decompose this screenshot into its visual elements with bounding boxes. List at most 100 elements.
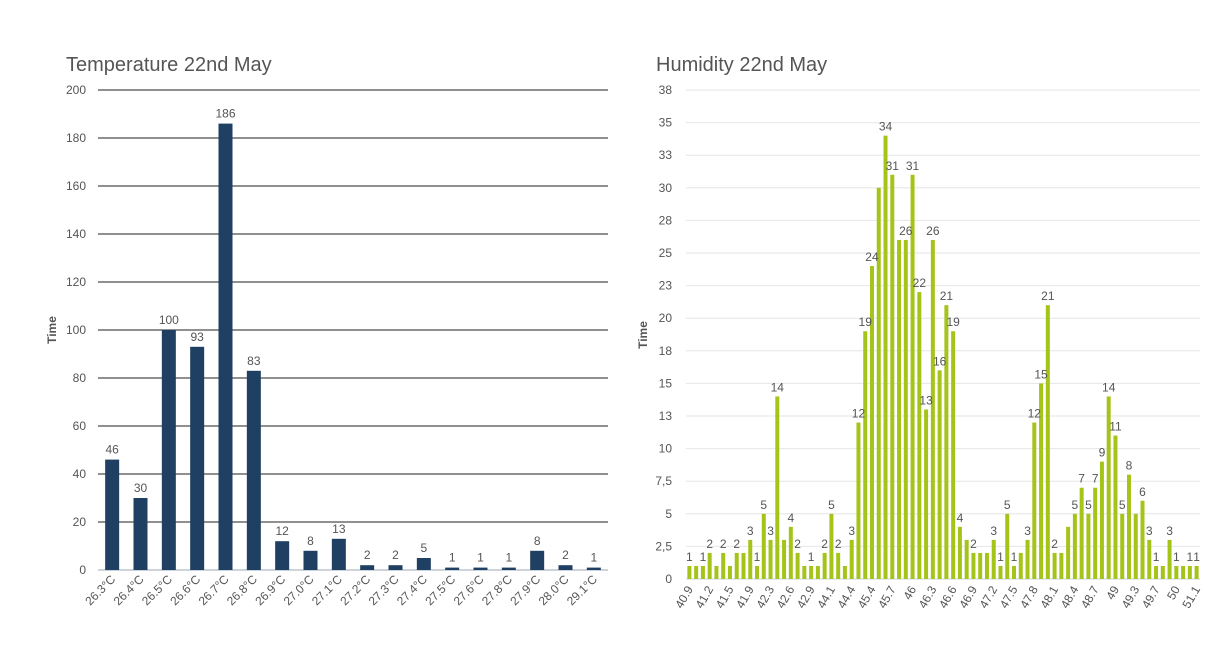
humidity-bar — [856, 422, 861, 579]
humidity-data-label: 2 — [794, 537, 801, 551]
humidity-chart-title: Humidity 22nd May — [656, 54, 827, 76]
humidity-bar — [788, 526, 793, 579]
temperature-x-tick-label: 29.1°C — [564, 572, 600, 608]
temperature-x-tick-label: 27.0°C — [281, 572, 317, 608]
temperature-data-label: 83 — [247, 354, 261, 368]
humidity-bar — [1147, 539, 1152, 579]
temperature-x-tick-label: 26.5°C — [139, 572, 175, 608]
humidity-data-label: 5 — [828, 498, 835, 512]
humidity-y-tick-label: 23 — [659, 279, 673, 293]
humidity-bar — [809, 565, 814, 579]
humidity-data-label: 1 — [1011, 550, 1018, 564]
humidity-y-tick-label: 2,5 — [655, 539, 672, 553]
humidity-x-tick-label: 50 — [1164, 583, 1183, 602]
humidity-bar — [815, 565, 820, 579]
humidity-bar — [836, 552, 841, 579]
temperature-data-label: 93 — [190, 330, 204, 344]
humidity-data-label: 2 — [720, 537, 727, 551]
temperature-bar — [246, 370, 261, 570]
humidity-bar — [1140, 500, 1145, 579]
humidity-bar — [761, 513, 766, 579]
humidity-bar — [957, 526, 962, 579]
temperature-data-label: 1 — [505, 551, 512, 565]
humidity-data-label: 5 — [1119, 498, 1126, 512]
humidity-bar — [700, 565, 705, 579]
temperature-data-label: 100 — [159, 313, 179, 327]
humidity-data-label: 11 — [1109, 420, 1122, 434]
temperature-y-tick-label: 160 — [66, 179, 86, 193]
humidity-y-tick-label: 10 — [659, 442, 673, 456]
humidity-bar — [1133, 513, 1138, 579]
humidity-chart-svg: Humidity 22nd May Time 02,557,5101315182… — [636, 54, 1203, 611]
temperature-data-label: 1 — [477, 551, 484, 565]
temperature-x-tick-label: 27.3°C — [366, 572, 402, 608]
humidity-bar — [795, 552, 800, 579]
humidity-data-label: 34 — [879, 120, 893, 134]
humidity-bar — [998, 565, 1003, 579]
humidity-x-tick-labels: 40.941.241.541.942.342.642.944.144.445.4… — [672, 583, 1203, 611]
humidity-bar — [694, 565, 699, 579]
humidity-data-label: 1 — [1187, 550, 1194, 564]
temperature-data-label: 2 — [562, 548, 569, 562]
humidity-x-tick-label: 49.7 — [1139, 583, 1163, 611]
humidity-data-label: 3 — [990, 524, 997, 538]
humidity-x-tick-label: 42.3 — [753, 583, 777, 611]
humidity-x-tick-label: 40.9 — [672, 583, 696, 611]
humidity-bar — [714, 565, 719, 579]
humidity-bar — [1174, 565, 1179, 579]
temperature-x-tick-label: 27.4°C — [394, 572, 430, 608]
humidity-data-label: 22 — [913, 276, 927, 290]
humidity-y-tick-label: 13 — [659, 409, 673, 423]
temperature-data-label: 186 — [215, 107, 235, 121]
humidity-data-label: 7 — [1092, 472, 1099, 486]
temperature-y-tick-label: 120 — [66, 275, 86, 289]
humidity-bar — [1126, 474, 1131, 579]
temperature-data-label: 2 — [392, 548, 399, 562]
humidity-x-tick-label: 46 — [900, 583, 919, 602]
humidity-x-tick-label: 44.1 — [814, 583, 838, 611]
humidity-bar — [842, 565, 847, 579]
humidity-data-label: 12 — [1028, 407, 1042, 421]
humidity-data-label: 2 — [1051, 537, 1058, 551]
humidity-y-tick-label: 5 — [665, 507, 672, 521]
humidity-bar — [829, 513, 834, 579]
humidity-y-tick-labels: 0 2,5 5 7,5 10 13 15 18 20 23 25 28 30 33 35 38 — [655, 83, 672, 586]
humidity-bar — [978, 552, 983, 579]
humidity-bar — [775, 396, 780, 579]
humidity-bar — [903, 239, 908, 579]
humidity-bar — [822, 552, 827, 579]
humidity-x-tick-label: 42.6 — [774, 583, 798, 611]
humidity-x-tick-label: 41.5 — [713, 583, 737, 611]
temperature-y-tick-label: 80 — [73, 371, 87, 385]
temperature-data-label: 12 — [275, 524, 289, 538]
humidity-data-label: 4 — [957, 511, 964, 525]
humidity-bar — [734, 552, 739, 579]
humidity-x-tick-label: 42.9 — [794, 583, 818, 611]
temperature-data-label: 1 — [590, 551, 597, 565]
humidity-bar — [1079, 487, 1084, 579]
humidity-bar — [748, 539, 753, 579]
humidity-x-tick-label: 51.1 — [1179, 583, 1203, 611]
humidity-x-tick-label: 46.9 — [956, 583, 980, 611]
humidity-data-label: 19 — [859, 315, 873, 329]
humidity-bar — [951, 331, 956, 579]
humidity-bar — [917, 292, 922, 579]
humidity-x-tick-label: 46.3 — [916, 583, 940, 611]
temperature-x-tick-label: 27.6°C — [451, 572, 487, 608]
humidity-bar — [863, 331, 868, 579]
humidity-data-label: 3 — [1024, 524, 1031, 538]
humidity-y-tick-label: 18 — [659, 344, 673, 358]
humidity-data-label: 1 — [1173, 550, 1180, 564]
temperature-x-tick-label: 28.0°C — [536, 572, 572, 608]
humidity-bar — [1086, 513, 1091, 579]
humidity-data-label: 12 — [852, 407, 866, 421]
humidity-bar — [1039, 383, 1044, 579]
humidity-data-label: 5 — [1085, 498, 1092, 512]
temperature-data-label: 46 — [105, 443, 119, 457]
humidity-data-label: 3 — [767, 524, 774, 538]
temperature-data-labels: 46 30 100 93 186 83 12 8 13 2 2 5 1 1 1 8 2 1 — [105, 107, 597, 565]
temperature-bar — [530, 550, 545, 570]
humidity-y-tick-label: 20 — [659, 311, 673, 325]
temperature-bar — [473, 567, 488, 570]
humidity-bar — [1154, 565, 1159, 579]
